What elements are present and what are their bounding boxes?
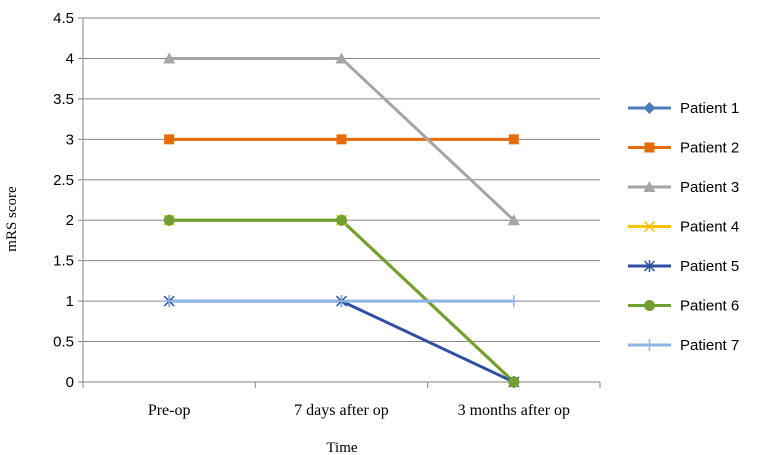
- y-tick-label: 0.5: [53, 334, 74, 351]
- y-tick-label: 2.5: [53, 172, 74, 189]
- legend-marker: [643, 260, 656, 272]
- data-point-patient-6: [508, 376, 520, 388]
- data-point-patient-2: [336, 134, 347, 145]
- legend-item-patient-1: Patient 1: [628, 100, 739, 117]
- x-axis-title: Time: [326, 440, 357, 455]
- legend-item-patient-3: Patient 3: [628, 179, 739, 196]
- y-tick-label: 1.5: [53, 253, 74, 270]
- legend-label: Patient 3: [680, 179, 739, 196]
- data-point-patient-6: [163, 214, 175, 226]
- y-tick-label: 4.5: [53, 10, 74, 27]
- legend-marker: [643, 102, 656, 114]
- data-point-patient-7: [507, 295, 520, 308]
- legend-label: Patient 6: [680, 298, 739, 315]
- legend-label: Patient 4: [680, 219, 739, 236]
- legend-marker: [643, 181, 656, 192]
- legend-label: Patient 7: [680, 337, 739, 354]
- data-point-patient-2: [508, 134, 519, 145]
- legend-marker: [643, 220, 656, 233]
- legend-label: Patient 5: [680, 258, 739, 275]
- legend-item-patient-2: Patient 2: [628, 140, 739, 157]
- legend-label: Patient 2: [680, 140, 739, 157]
- data-point-patient-7: [335, 295, 348, 308]
- legend-marker: [644, 300, 655, 311]
- x-tick-label: 3 months after op: [458, 402, 570, 419]
- legend-marker: [643, 339, 656, 351]
- legend-item-patient-5: Patient 5: [628, 258, 739, 275]
- data-point-patient-6: [336, 214, 347, 226]
- data-point-patient-3: [335, 52, 348, 64]
- x-tick-label: 7 days after op: [294, 402, 389, 419]
- y-tick-labels: 0 0.5 1 1.5 2 2.5 3 3.5 4 4.5: [53, 10, 74, 391]
- x-tick-labels: Pre-op 7 days after op 3 months after op: [148, 402, 570, 419]
- data-point-patient-2: [164, 134, 175, 145]
- axes: [78, 17, 601, 388]
- y-tick-label: 3: [66, 131, 74, 148]
- grid: [83, 17, 600, 343]
- y-tick-label: 0: [66, 374, 74, 391]
- y-tick-label: 4: [66, 50, 74, 67]
- data-point-patient-3: [507, 214, 520, 226]
- y-tick-label: 2: [66, 212, 74, 229]
- legend-item-patient-6: Patient 6: [628, 298, 739, 315]
- y-axis-title: mRS score: [4, 186, 20, 252]
- legend: Patient 1 Patient 2 Patient 3 Patient 4 Pati…: [628, 100, 739, 354]
- legend-item-patient-4: Patient 4: [628, 219, 739, 236]
- y-tick-label: 1: [66, 293, 74, 310]
- legend-item-patient-7: Patient 7: [628, 337, 739, 354]
- data-point-patient-7: [163, 295, 176, 308]
- legend-label: Patient 1: [680, 100, 739, 117]
- data-point-patient-3: [163, 52, 176, 64]
- series-markers: [163, 52, 520, 388]
- x-tick-label: Pre-op: [148, 402, 191, 419]
- legend-marker: [644, 142, 655, 153]
- y-tick-label: 3.5: [53, 91, 74, 108]
